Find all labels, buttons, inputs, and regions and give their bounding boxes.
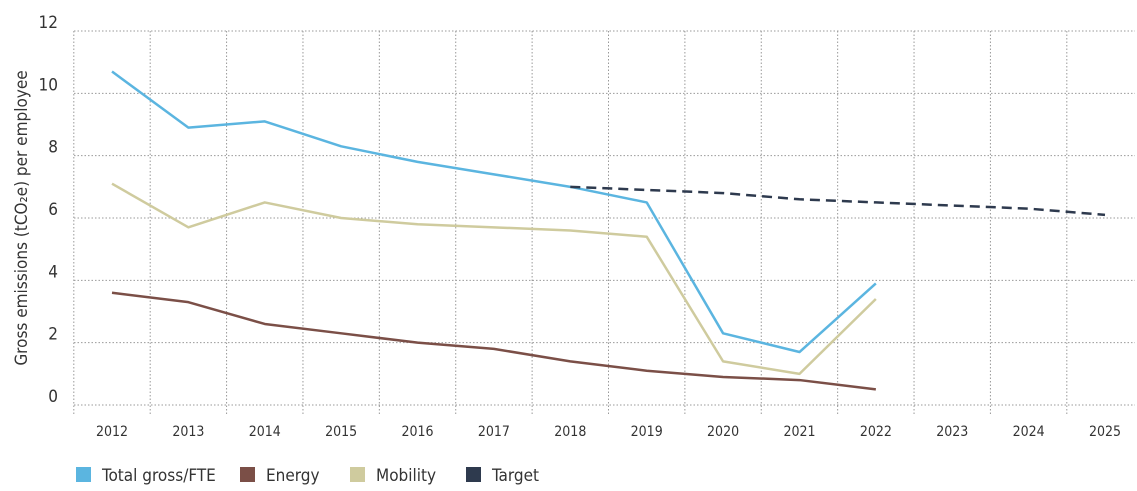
x-tick-label: 2015 — [325, 424, 357, 440]
x-tick-label: 2016 — [402, 424, 434, 440]
x-tick-label: 2024 — [1013, 424, 1045, 440]
y-tick-label: 12 — [39, 13, 58, 33]
x-tick-label: 2012 — [96, 424, 128, 440]
legend-label: Mobility — [376, 466, 436, 486]
x-tick-label: 2017 — [478, 424, 510, 440]
x-tick-label: 2023 — [936, 424, 968, 440]
x-tick-label: 2022 — [860, 424, 892, 440]
legend-swatch — [240, 467, 255, 482]
x-tick-label: 2014 — [249, 424, 281, 440]
y-tick-label: 0 — [48, 387, 58, 407]
x-tick-label: 2020 — [707, 424, 739, 440]
y-tick-label: 4 — [48, 262, 58, 282]
y-axis-label: Gross emissions (tCO₂e) per employee — [12, 70, 32, 365]
legend-swatch — [350, 467, 365, 482]
x-tick-label: 2013 — [172, 424, 204, 440]
y-tick-label: 8 — [48, 138, 58, 158]
series-line — [570, 185, 1106, 217]
legend-label: Energy — [266, 466, 320, 486]
y-tick-label: 6 — [48, 200, 58, 220]
y-tick-label: 10 — [39, 75, 58, 95]
legend-label: Total gross/FTE — [101, 466, 216, 486]
legend-swatch — [466, 467, 481, 482]
legend-swatch — [76, 467, 91, 482]
legend-label: Target — [491, 466, 539, 486]
x-tick-label: 2021 — [783, 424, 815, 440]
series-line — [111, 291, 876, 391]
x-tick-label: 2025 — [1089, 424, 1121, 440]
x-tick-label: 2018 — [554, 424, 586, 440]
x-tick-label: 2019 — [631, 424, 663, 440]
series-line — [111, 182, 877, 376]
y-tick-label: 2 — [48, 325, 58, 345]
series-line — [111, 70, 877, 354]
